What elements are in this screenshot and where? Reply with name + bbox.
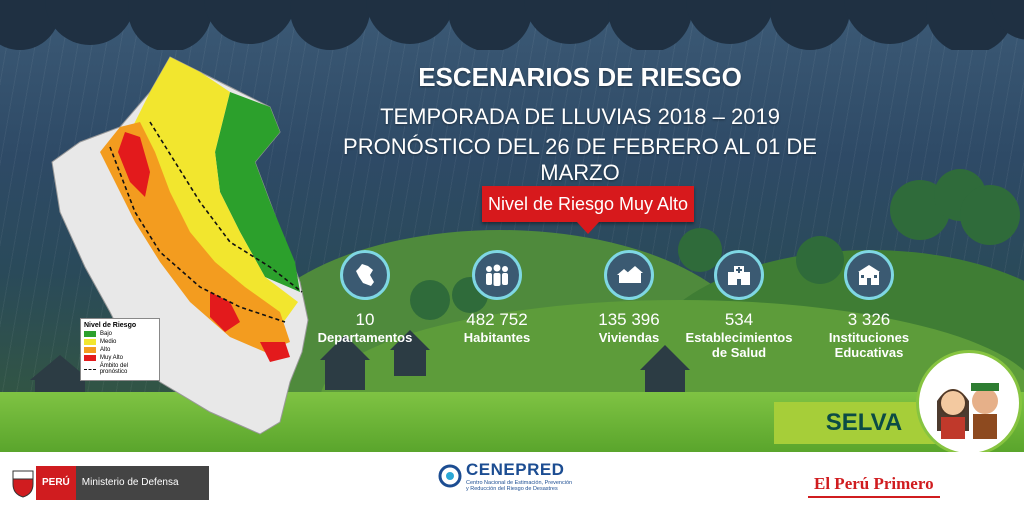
stat-value: 135 396: [598, 310, 660, 329]
legend-item: Alto: [84, 347, 156, 353]
footer: PERÚ Ministerio de Defensa CENEPRED Cent…: [0, 452, 1024, 512]
legend-item: Muy Alto: [84, 355, 156, 361]
map-selva-green: [215, 92, 300, 292]
houses-icon: [604, 250, 654, 300]
trees: [30, 169, 1020, 410]
stat-educativas: 3 326 Instituciones Educativas: [809, 250, 929, 360]
stat-value: 534: [724, 310, 754, 329]
storm-clouds: [0, 0, 1024, 50]
stat-value: 3 326: [847, 310, 891, 329]
cenepred-subtitle: Centro Nacional de Estimación, Prevenció…: [466, 480, 573, 492]
stat-habitantes: 482 752 Habitantes: [437, 250, 557, 345]
forecast-boundary: [109, 146, 286, 323]
stat-label: Viviendas: [598, 330, 660, 345]
peru-label: PERÚ: [36, 466, 76, 500]
stat-viviendas: 135 396 Viviendas: [569, 250, 689, 345]
forecast-boundary-2: [149, 121, 303, 293]
map-muyalto-red: [118, 132, 150, 197]
map-muyalto-red-east: [260, 342, 290, 362]
map-muyalto-red-south: [210, 292, 240, 332]
cenepred-logo: CENEPRED Centro Nacional de Estimación, …: [438, 460, 576, 492]
slogan-logo: El Perú Primero: [808, 472, 940, 498]
people-icon: [472, 250, 522, 300]
selva-people-icon: [937, 383, 999, 439]
region-badge: [916, 350, 1022, 456]
legend-title: Nivel de Riesgo: [84, 322, 137, 329]
page-title: ESCENARIOS DE RIESGO: [418, 62, 742, 92]
ministry-label: Ministerio de Defensa: [75, 466, 209, 500]
legend-item: Bajo: [84, 331, 156, 337]
stat-label: Instituciones: [828, 330, 910, 345]
risk-level-banner: Nivel de Riesgo Muy Alto: [482, 186, 694, 234]
map-legend: Nivel de Riesgo Bajo Medio Alto Muy Alto…: [80, 318, 160, 381]
stat-salud: 534 Establecimientos de Salud: [679, 250, 799, 360]
ministry-logo: PERÚ Ministerio de Defensa: [10, 464, 209, 502]
forecast-dates: PRONÓSTICO DEL 26 DE FEBRERO AL 01 DE MA…: [343, 134, 817, 185]
stat-label: Departamentos: [317, 330, 413, 345]
cenepred-name: CENEPRED: [466, 460, 565, 479]
page-subtitle: TEMPORADA DE LLUVIAS 2018 – 2019: [380, 104, 780, 129]
stat-label: Establecimientos: [685, 330, 793, 345]
stat-value: 10: [355, 310, 375, 329]
map-medio-yellow: [120, 57, 298, 327]
stat-value: 482 752: [466, 310, 528, 329]
cenepred-icon: [438, 464, 462, 488]
hospital-icon: [714, 250, 764, 300]
stat-label: Educativas: [834, 345, 904, 360]
stat-departamentos: 10 Departamentos: [305, 250, 425, 345]
legend-item: Medio: [84, 339, 156, 345]
coat-of-arms-icon: [12, 470, 34, 498]
stat-label: Habitantes: [463, 330, 531, 345]
peru-map-icon: [340, 250, 390, 300]
stat-label: de Salud: [711, 345, 767, 360]
legend-note: Ámbito del pronóstico: [84, 363, 156, 375]
peru-risk-map: [51, 56, 309, 435]
school-icon: [844, 250, 894, 300]
